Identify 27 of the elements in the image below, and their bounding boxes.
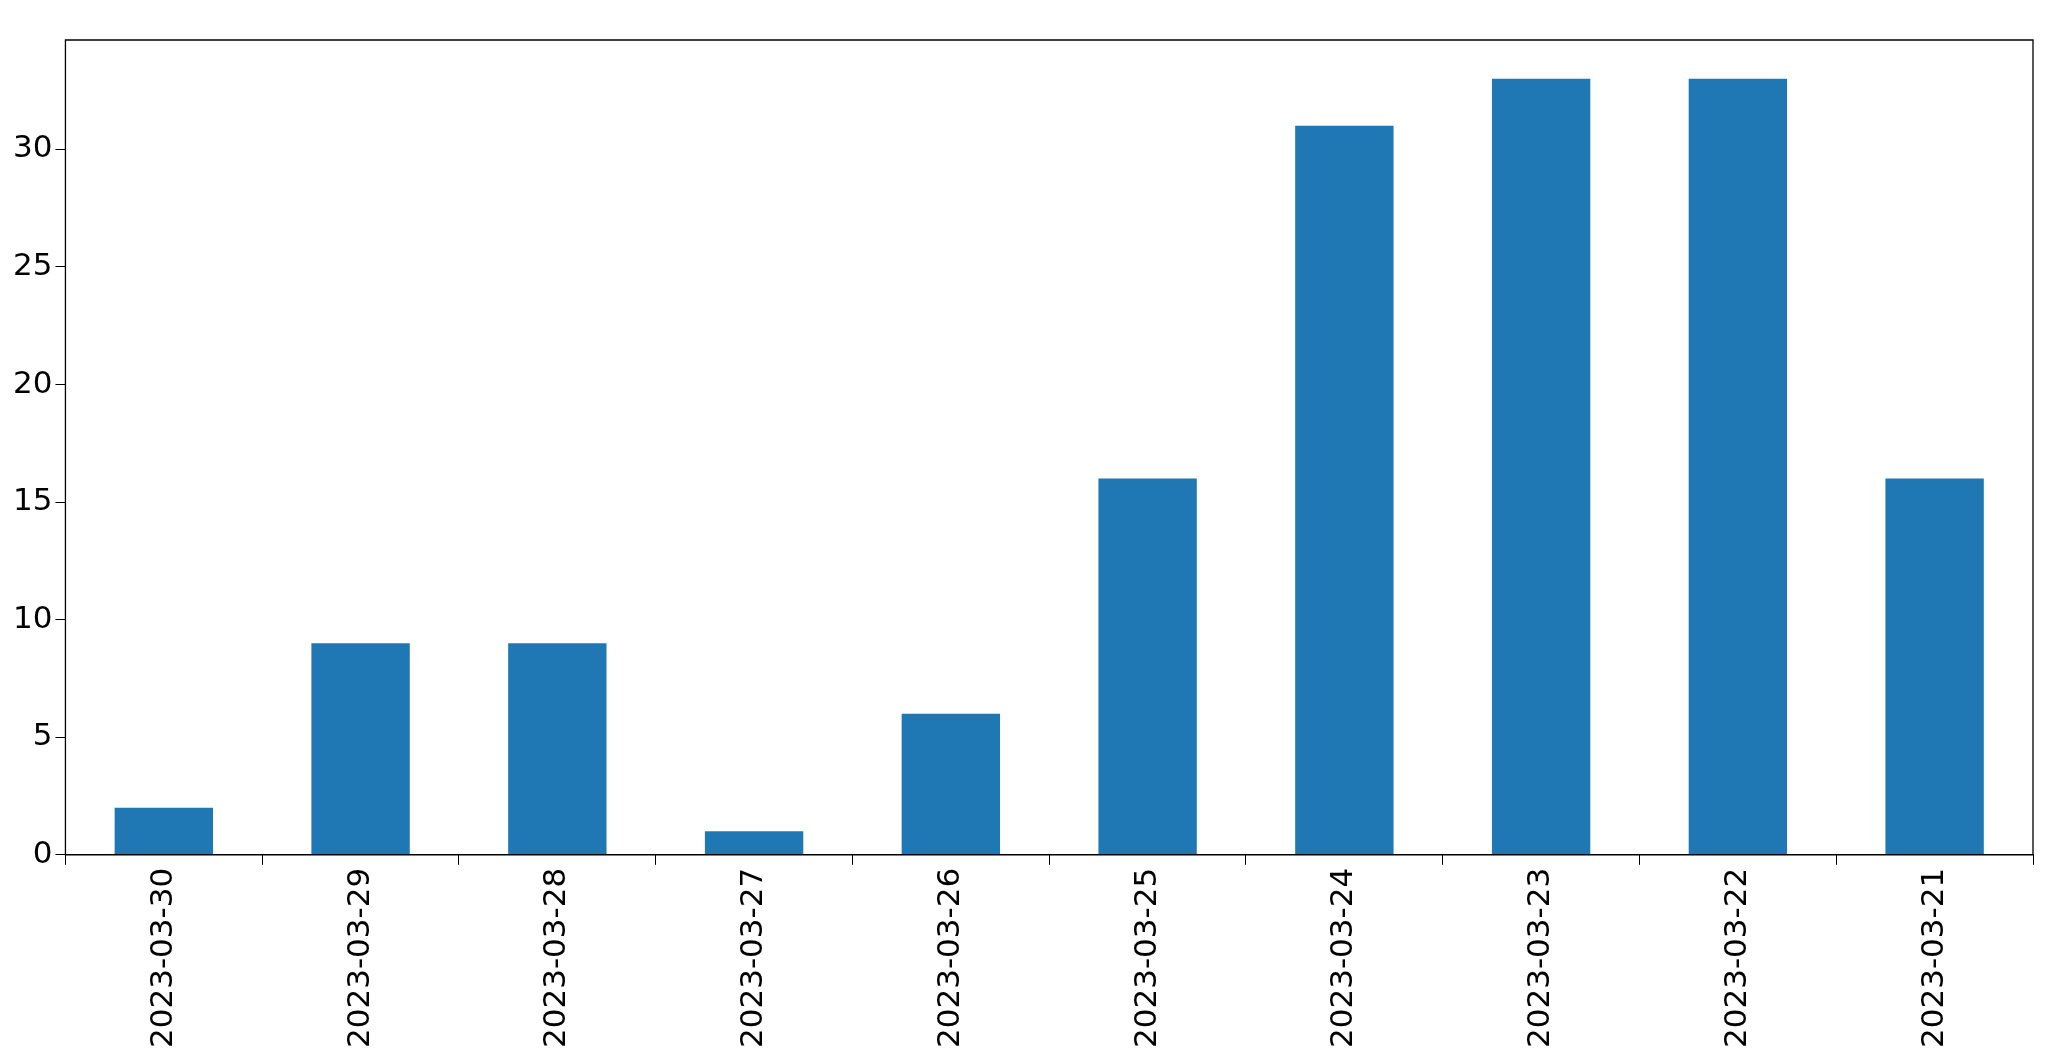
- x-tick-label: 2023-03-23: [1520, 867, 1557, 1049]
- y-tick-label: 15: [12, 481, 53, 518]
- x-tick-label: 2023-03-24: [1323, 867, 1360, 1049]
- x-tick-label: 2023-03-27: [733, 867, 770, 1049]
- x-tick-label: 2023-03-28: [536, 867, 573, 1049]
- bar: [901, 713, 1001, 855]
- bar: [508, 643, 607, 855]
- y-tick-label: 20: [12, 363, 53, 400]
- bar: [1098, 478, 1197, 855]
- x-tick-label: 2023-03-25: [1126, 867, 1163, 1049]
- y-tick-label: 10: [12, 598, 53, 635]
- x-tick-label: 2023-03-26: [929, 867, 966, 1049]
- y-tick-label: 5: [32, 716, 53, 753]
- y-tick-label: 30: [12, 128, 53, 165]
- bar: [1295, 125, 1394, 855]
- bar: [1885, 478, 1984, 855]
- bar: [1491, 78, 1591, 855]
- bar: [1688, 78, 1788, 855]
- bar: [114, 807, 214, 855]
- y-tick-label: 25: [12, 245, 53, 282]
- bar: [704, 831, 804, 855]
- x-tick-label: 2023-03-21: [1913, 867, 1950, 1049]
- x-tick-label: 2023-03-22: [1716, 867, 1753, 1049]
- x-tick-label: 2023-03-29: [339, 867, 376, 1049]
- bar: [311, 643, 410, 855]
- y-tick-label: 0: [32, 833, 53, 870]
- x-tick-label: 2023-03-30: [142, 867, 179, 1049]
